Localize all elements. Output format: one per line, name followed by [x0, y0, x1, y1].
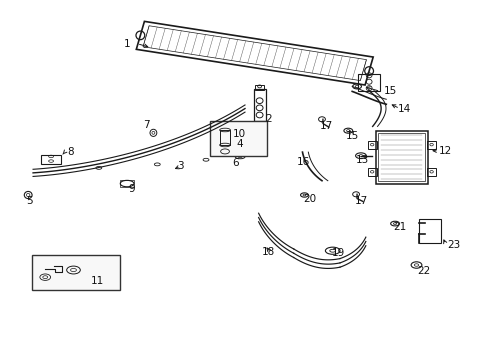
Text: 20: 20 [303, 194, 316, 203]
Bar [358, 73, 380, 91]
Bar [368, 141, 376, 149]
Bar [375, 131, 428, 184]
Bar [41, 155, 61, 164]
Bar [220, 130, 230, 145]
Text: 17: 17 [320, 121, 334, 131]
Bar [427, 141, 436, 149]
Text: 22: 22 [417, 266, 431, 276]
Bar [368, 168, 376, 176]
Text: 12: 12 [439, 146, 452, 156]
Text: 10: 10 [233, 129, 245, 139]
Text: 7: 7 [143, 120, 150, 130]
Text: 2: 2 [265, 113, 271, 123]
Bar [378, 133, 425, 181]
Text: 5: 5 [26, 197, 33, 206]
Text: 8: 8 [67, 147, 74, 157]
Bar [427, 168, 436, 176]
Bar [254, 89, 266, 121]
Bar [210, 121, 268, 156]
Text: 3: 3 [177, 161, 184, 171]
Text: 11: 11 [91, 276, 104, 286]
Bar [31, 255, 120, 290]
Text: 15: 15 [384, 86, 397, 96]
Text: 15: 15 [345, 131, 359, 141]
Text: 6: 6 [232, 158, 239, 168]
Text: 21: 21 [393, 222, 407, 232]
Text: 19: 19 [332, 248, 345, 258]
Text: 14: 14 [398, 104, 412, 113]
Text: 18: 18 [262, 247, 275, 257]
Bar [120, 180, 134, 187]
Text: 16: 16 [297, 157, 310, 167]
Text: 4: 4 [237, 139, 244, 149]
Text: 17: 17 [354, 197, 368, 206]
Text: 1: 1 [124, 39, 130, 49]
Text: 23: 23 [447, 240, 460, 250]
Text: 13: 13 [356, 156, 369, 165]
Bar [419, 219, 441, 243]
Text: 9: 9 [129, 184, 135, 194]
Bar [255, 85, 265, 90]
